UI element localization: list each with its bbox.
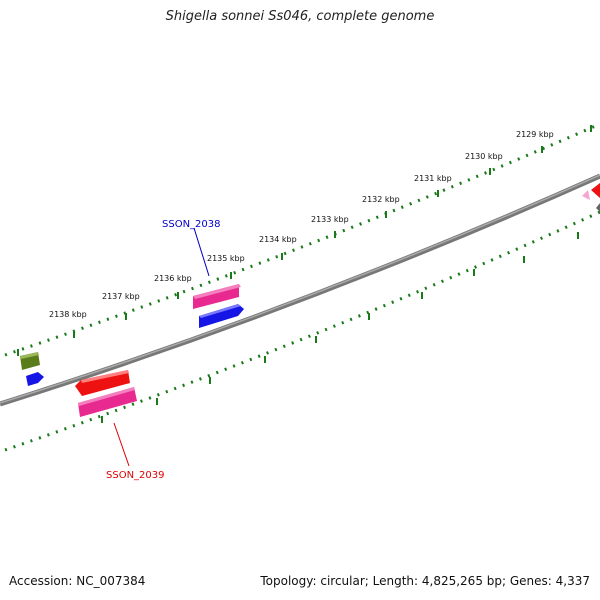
tick-label-2132: 2132 kbp	[362, 195, 400, 204]
inner-tick-track	[4, 210, 600, 452]
tick-label-2135: 2135 kbp	[207, 254, 245, 263]
gene-lightpink-right-edge[interactable]	[582, 190, 590, 200]
outer-major-ticks	[17, 125, 592, 356]
tick-label-2136: 2136 kbp	[154, 274, 192, 283]
gene-blue-left[interactable]	[26, 372, 44, 386]
tick-label-2138: 2138 kbp	[49, 310, 87, 319]
gene-sson-2038-pink[interactable]	[193, 284, 241, 309]
tick-label-2137: 2137 kbp	[102, 292, 140, 301]
gene-olive-left[interactable]	[20, 352, 40, 370]
tick-label-2134: 2134 kbp	[259, 235, 297, 244]
backbone-highlight	[0, 174, 600, 404]
gene-label-sson-2039[interactable]: SSON_2039	[106, 470, 165, 481]
genome-summary-text: Topology: circular; Length: 4,825,265 bp…	[260, 574, 590, 588]
gene-gray-right-edge[interactable]	[596, 203, 600, 212]
genome-backbone	[0, 173, 600, 407]
tick-label-2129: 2129 kbp	[516, 130, 554, 139]
inner-major-ticks	[101, 232, 579, 423]
gene-label-sson-2038[interactable]: SSON_2038	[162, 219, 221, 230]
gene-red-right-edge[interactable]	[591, 183, 600, 198]
map-title: Shigella sonnei Ss046, complete genome	[165, 9, 435, 24]
outer-tick-track	[4, 122, 600, 357]
tick-label-2131: 2131 kbp	[414, 174, 452, 183]
gene-red-2039[interactable]	[75, 370, 130, 396]
tick-label-2133: 2133 kbp	[311, 215, 349, 224]
accession-text: Accession: NC_007384	[9, 574, 146, 588]
leader-sson-2039	[113, 422, 130, 467]
leader-sson-2038	[193, 227, 210, 277]
tick-label-2130: 2130 kbp	[465, 152, 503, 161]
gene-sson-2039-pink[interactable]	[78, 387, 137, 417]
gene-sson-2038-blue[interactable]	[199, 304, 244, 328]
